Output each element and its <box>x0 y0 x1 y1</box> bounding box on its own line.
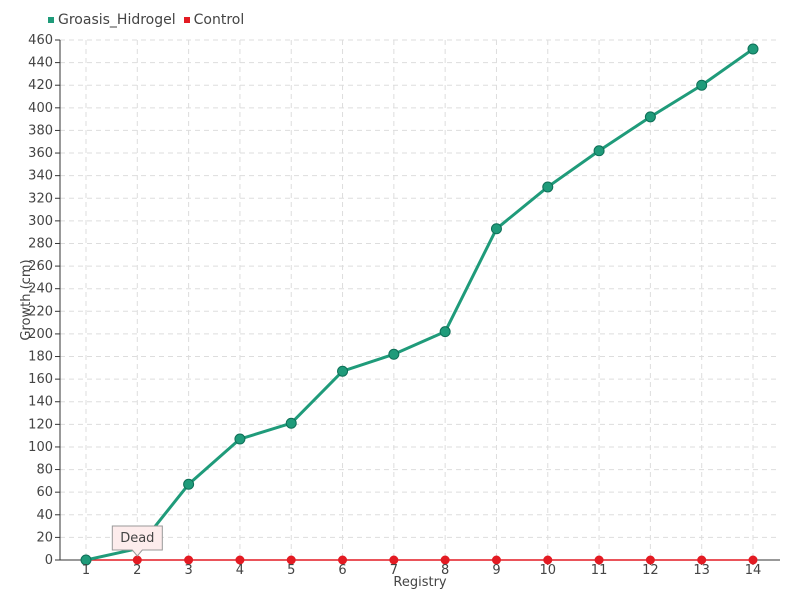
y-tick-label: 160 <box>28 372 53 387</box>
y-tick-label: 280 <box>28 236 53 251</box>
data-point-groasis[interactable] <box>747 43 759 55</box>
x-tick-label: 6 <box>338 563 346 578</box>
labels-layer: 0 20 40 60 80 100 120 140 160 180 200 220 240 260 280 3… <box>19 33 761 590</box>
data-point-control[interactable] <box>645 555 655 565</box>
y-tick-label: 420 <box>28 78 53 93</box>
y-tick-label: 40 <box>36 508 53 523</box>
data-point-control[interactable] <box>748 555 758 565</box>
y-tick-label: 20 <box>36 530 53 545</box>
y-axis-title: Growth (cm) <box>19 259 34 340</box>
series-layer <box>85 47 754 562</box>
data-point-groasis[interactable] <box>439 326 451 338</box>
legend: Groasis_Hidrogel Control <box>48 12 244 28</box>
y-tick-label: 320 <box>28 191 53 206</box>
y-tick-label: 400 <box>28 101 53 116</box>
x-tick-label: 7 <box>390 563 398 578</box>
y-tick-label: 180 <box>28 350 53 365</box>
data-point-groasis[interactable] <box>644 111 656 123</box>
data-point-groasis[interactable] <box>388 348 400 360</box>
y-tick-label: 240 <box>28 282 53 297</box>
y-tick-label: 380 <box>28 123 53 138</box>
legend-label-control: Control <box>193 12 245 28</box>
x-tick-label: 8 <box>441 563 449 578</box>
points-layer <box>80 43 759 566</box>
legend-item-groasis[interactable]: Groasis_Hidrogel <box>48 12 176 28</box>
series-line-groasis <box>85 47 754 562</box>
data-point-control[interactable] <box>440 555 450 565</box>
data-point-control[interactable] <box>338 555 348 565</box>
tooltip-dead: Dead <box>111 525 163 557</box>
data-point-groasis[interactable] <box>337 365 349 377</box>
legend-item-control[interactable]: Control <box>183 12 245 28</box>
data-point-control[interactable] <box>594 555 604 565</box>
x-tick-label: 13 <box>693 563 710 578</box>
data-point-groasis[interactable] <box>285 417 297 429</box>
data-point-groasis[interactable] <box>234 433 246 445</box>
data-point-control[interactable] <box>491 555 501 565</box>
y-tick-label: 140 <box>28 395 53 410</box>
x-tick-label: 3 <box>184 563 192 578</box>
legend-label-groasis: Groasis_Hidrogel <box>58 12 176 28</box>
data-point-groasis[interactable] <box>80 554 92 566</box>
data-point-control[interactable] <box>286 555 296 565</box>
y-tick-label: 440 <box>28 56 53 71</box>
tooltip-layer: Dead <box>111 525 163 557</box>
data-point-groasis[interactable] <box>696 79 708 91</box>
data-point-control[interactable] <box>389 555 399 565</box>
y-tick-label: 120 <box>28 417 53 432</box>
y-tick-label: 260 <box>28 259 53 274</box>
axes-layer <box>55 39 780 565</box>
x-tick-label: 1 <box>82 563 90 578</box>
x-tick-label: 9 <box>492 563 500 578</box>
x-tick-label: 10 <box>539 563 556 578</box>
tooltip-box <box>111 525 163 557</box>
y-tick-label: 60 <box>36 485 53 500</box>
data-point-groasis[interactable] <box>490 223 502 235</box>
x-tick-label: 4 <box>236 563 244 578</box>
y-tick-label: 200 <box>28 327 53 342</box>
x-tick-label: 5 <box>287 563 295 578</box>
y-tick-label: 100 <box>28 440 53 455</box>
tooltip-text: Dead <box>120 531 154 546</box>
y-tick-label: 300 <box>28 214 53 229</box>
data-point-control[interactable] <box>543 555 553 565</box>
legend-swatch-control <box>183 17 190 23</box>
x-axis-title: Registry <box>393 575 447 590</box>
y-tick-label: 460 <box>28 33 53 48</box>
y-tick-label: 360 <box>28 146 53 161</box>
data-point-groasis[interactable] <box>593 145 605 157</box>
legend-swatch-groasis <box>48 17 54 23</box>
y-tick-label: 220 <box>28 304 53 319</box>
data-point-control[interactable] <box>184 555 194 565</box>
data-point-control[interactable] <box>697 555 707 565</box>
y-tick-label: 340 <box>28 169 53 184</box>
y-tick-label: 0 <box>45 553 53 568</box>
x-tick-label: 12 <box>642 563 659 578</box>
data-point-control[interactable] <box>235 555 245 565</box>
data-point-groasis[interactable] <box>183 478 195 490</box>
data-point-groasis[interactable] <box>542 181 554 193</box>
y-tick-label: 80 <box>36 463 53 478</box>
x-tick-label: 2 <box>133 563 141 578</box>
grid-layer <box>60 39 780 561</box>
x-tick-label: 14 <box>745 563 762 578</box>
x-tick-label: 11 <box>591 563 608 578</box>
